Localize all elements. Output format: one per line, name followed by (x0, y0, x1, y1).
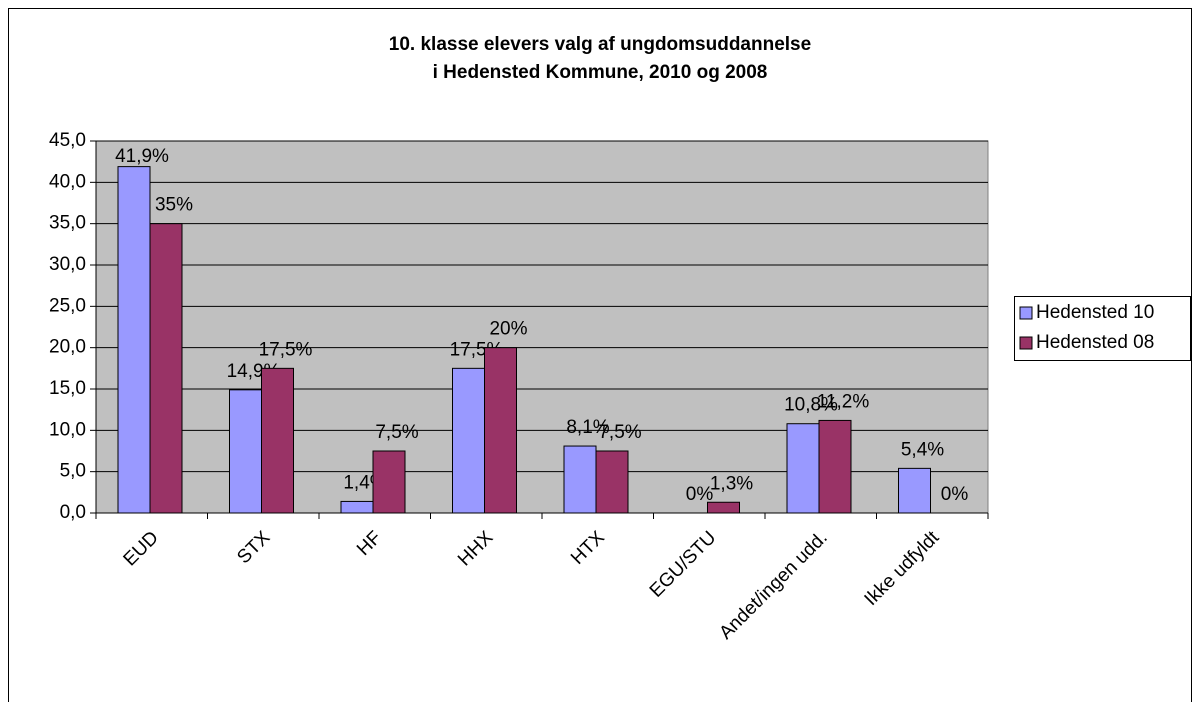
bar (786, 423, 820, 514)
y-tick-label: 40,0 (49, 171, 86, 192)
bar (452, 367, 485, 514)
y-tick-label: 20,0 (49, 337, 86, 358)
bar (707, 501, 740, 514)
data-label: 17,5% (259, 339, 313, 360)
data-label: 7,5% (598, 422, 641, 443)
y-tick-label: 30,0 (49, 254, 86, 275)
legend-label: Hedensted 10 (1036, 302, 1154, 323)
data-label: 8,1% (566, 417, 609, 438)
bar (484, 347, 517, 514)
legend-swatch (1019, 336, 1033, 350)
legend-label: Hedensted 08 (1036, 332, 1154, 353)
bar (818, 419, 852, 514)
y-tick-label: 10,0 (49, 419, 86, 440)
bar (898, 467, 931, 514)
legend-swatch (1019, 306, 1033, 320)
y-tick-label: 5,0 (60, 461, 86, 482)
bar (117, 166, 151, 514)
data-label: 0% (686, 484, 714, 505)
data-label: 35% (155, 195, 193, 216)
data-label: 10,8% (784, 395, 838, 416)
bar (261, 367, 294, 514)
y-tick-label: 0,0 (60, 502, 86, 523)
data-label: 5,4% (901, 439, 944, 460)
data-label: 20% (489, 319, 527, 340)
y-tick-label: 25,0 (49, 295, 86, 316)
data-label: 7,5% (375, 422, 418, 443)
y-tick-label: 35,0 (49, 213, 86, 234)
data-label: 1,3% (710, 473, 753, 494)
chart-title: 10. klasse elevers valg af ungdomsuddann… (389, 34, 811, 55)
bar (340, 500, 374, 514)
data-label: 0% (941, 484, 969, 505)
bar (595, 450, 629, 514)
y-tick-label: 45,0 (49, 130, 86, 151)
bar (149, 223, 183, 514)
chart-title: i Hedensted Kommune, 2010 og 2008 (433, 62, 768, 83)
data-label: 11,2% (817, 391, 870, 412)
bar (372, 450, 406, 514)
data-label: 41,9% (115, 146, 169, 167)
bar (229, 389, 262, 514)
y-tick-label: 15,0 (49, 378, 86, 399)
bar (563, 445, 597, 514)
legend-box (1014, 296, 1191, 361)
